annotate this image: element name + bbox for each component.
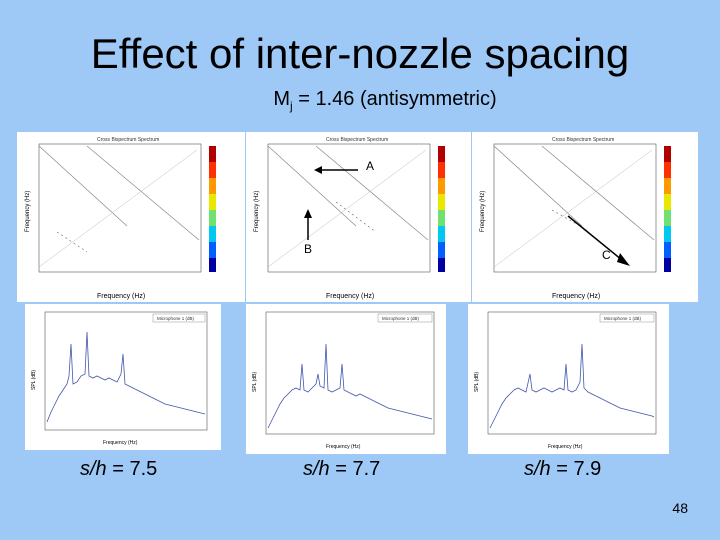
mach-subscript: j [290,99,293,113]
bispectrum-ylabel-2: Frequency (Hz) [254,191,260,232]
caption-3: s/h = 7.9 [524,458,601,481]
arrow-label-b: B [304,242,313,256]
spectrum-ylabel-3: SPL (dB) [474,372,480,392]
spectrum-legend-3: Microphone 1 (dB) [604,316,642,321]
arrow-label-a: A [366,159,375,173]
spectrum-panel-3: Microphone 1 (dB) Frequency (Hz) SPL (dB… [468,304,669,454]
arrow-label-c: C [602,248,611,262]
mach-value: = 1.46 (antisymmetric) [292,88,497,110]
caption-3-value: = 7.9 [550,458,602,480]
spectrum-xlabel-3: Frequency (Hz) [548,444,583,450]
bispectrum-xlabel-2: Frequency (Hz) [326,293,374,300]
spectrum-panel-1: Microphone 1 (dB) Frequency (Hz) SPL (dB… [25,304,221,450]
page-number: 48 [672,500,688,516]
caption-2-var: s/h [303,458,330,480]
arrow-c [567,215,623,261]
slide-subtitle: Mj = 1.46 (antisymmetric) [0,88,720,113]
bispectrum-panel-3: Cross Bispectrum Spectrum Frequency (Hz)… [472,132,698,302]
bispectrum-xlabel-1: Frequency (Hz) [97,293,145,300]
spectrum-ylabel-1: SPL (dB) [31,370,37,390]
spectrum-xlabel-2: Frequency (Hz) [326,444,361,450]
bispectrum-panel-2: Cross Bispectrum Spectrum Frequency (Hz)… [246,132,471,302]
bispectrum-ylabel-3: Frequency (Hz) [480,191,486,232]
spectrum-legend-2: Microphone 1 (dB) [382,316,420,321]
spectrum-plot-3: Microphone 1 (dB) Frequency (Hz) SPL (dB… [474,311,657,450]
caption-2-value: = 7.7 [329,458,381,480]
bispectrum-xlabel-3: Frequency (Hz) [552,293,600,300]
bispectrum-title-2: Cross Bispectrum Spectrum [326,137,388,143]
bispectrum-plot-2: Cross Bispectrum Spectrum Frequency (Hz)… [254,137,445,300]
bispectrum-title-3: Cross Bispectrum Spectrum [552,137,614,143]
spectrum-xlabel-1: Frequency (Hz) [103,440,138,446]
spectrum-legend-1: Microphone 1 (dB) [157,316,195,321]
spectrum-ylabel-2: SPL (dB) [252,372,258,392]
spectrum-plot-2: Microphone 1 (dB) Frequency (Hz) SPL (dB… [252,311,435,450]
spectrum-plot-1: Microphone 1 (dB) Frequency (Hz) SPL (dB… [31,311,208,446]
bispectrum-plot-1: Cross Bispectrum Spectrum Frequency (Hz)… [25,137,216,300]
mach-symbol: M [273,88,291,110]
spectrum-panel-2: Microphone 1 (dB) Frequency (Hz) SPL (dB… [246,304,446,454]
caption-1-var: s/h [80,458,107,480]
slide-title: Effect of inter-nozzle spacing [90,30,630,77]
caption-1-value: = 7.5 [106,458,158,480]
caption-2: s/h = 7.7 [303,458,380,481]
caption-3-var: s/h [524,458,551,480]
bispectrum-plot-3: Cross Bispectrum Spectrum Frequency (Hz)… [480,137,671,300]
caption-1: s/h = 7.5 [80,458,157,481]
bispectrum-title-1: Cross Bispectrum Spectrum [97,137,159,143]
bispectrum-panel-1: Cross Bispectrum Spectrum Frequency (Hz)… [17,132,245,302]
bispectrum-ylabel-1: Frequency (Hz) [25,191,31,232]
